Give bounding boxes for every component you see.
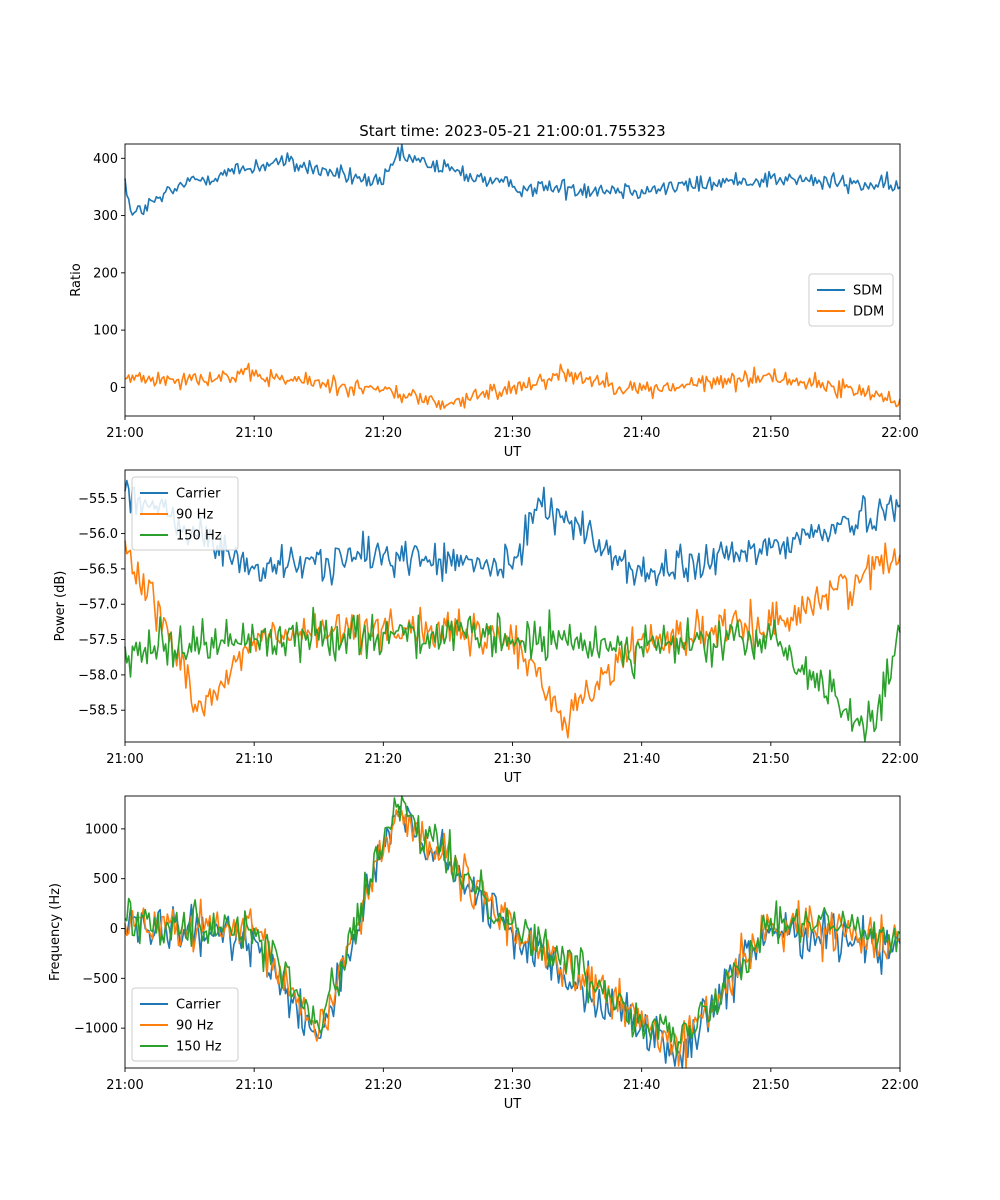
series-line-sdm	[124, 143, 901, 216]
legend: SDM DDM	[808, 273, 894, 327]
panel-3: 21:00 21:10 21:20 21:30 21:40 21:50 22:00 UT −10…	[48, 795, 919, 1112]
x-tick-label: 21:20	[365, 426, 402, 441]
x-axis-label: UT	[504, 771, 522, 786]
panel-1: 21:00 21:10 21:20 21:30 21:40 21:50 22:00 UT 0 10…	[69, 143, 919, 460]
y-tick-label: 1000	[85, 822, 118, 837]
y-tick-label: −58.0	[78, 668, 118, 683]
x-tick-label: 21:40	[623, 752, 660, 767]
legend-box	[131, 987, 239, 1062]
y-tick-label: 100	[93, 324, 118, 339]
x-tick-label: 21:00	[106, 426, 143, 441]
series-line-150-hz	[124, 795, 901, 1056]
legend-label: 150 Hz	[176, 529, 222, 544]
y-axis-label: Frequency (Hz)	[48, 883, 63, 981]
x-tick-label: 21:10	[235, 1078, 272, 1093]
y-tick-label: −55.5	[78, 492, 118, 507]
x-tick-label: 21:30	[494, 426, 531, 441]
x-tick-label: 21:50	[752, 752, 789, 767]
x-tick-label: 21:30	[494, 1078, 531, 1093]
x-axis-label: UT	[504, 1097, 522, 1112]
legend-label: Carrier	[176, 487, 221, 502]
legend-label: DDM	[853, 305, 884, 320]
y-tick-label: 300	[93, 209, 118, 224]
series-line-150-hz	[124, 606, 901, 743]
series-line-carrier	[124, 479, 901, 587]
y-tick-label: −56.5	[78, 562, 118, 577]
x-tick-label: 21:40	[623, 1078, 660, 1093]
x-tick-label: 21:20	[365, 1078, 402, 1093]
legend: Carrier 90 Hz 150 Hz	[131, 987, 239, 1062]
y-tick-label: −500	[82, 972, 118, 987]
y-tick-label: −1000	[74, 1022, 118, 1037]
legend-label: Carrier	[176, 998, 221, 1013]
legend: Carrier 90 Hz 150 Hz	[131, 476, 239, 551]
x-tick-label: 22:00	[881, 1078, 918, 1093]
y-axis-label: Power (dB)	[53, 571, 68, 642]
x-tick-label: 21:00	[106, 752, 143, 767]
x-tick-label: 21:40	[623, 426, 660, 441]
panels: 21:00 21:10 21:20 21:30 21:40 21:50 22:00 UT 0 10…	[48, 143, 919, 1112]
y-tick-label: 0	[110, 381, 118, 396]
y-axis-label: Ratio	[69, 263, 84, 296]
x-tick-label: 21:50	[752, 426, 789, 441]
x-tick-label: 21:10	[235, 426, 272, 441]
y-tick-label: 200	[93, 266, 118, 281]
y-tick-label: 500	[93, 872, 118, 887]
legend-label: 90 Hz	[176, 508, 213, 523]
x-axis-label: UT	[504, 445, 522, 460]
legend-label: 150 Hz	[176, 1040, 222, 1055]
y-tick-label: 400	[93, 152, 118, 167]
x-tick-label: 21:30	[494, 752, 531, 767]
y-tick-label: −56.0	[78, 527, 118, 542]
y-tick-label: 0	[110, 922, 118, 937]
series-line-ddm	[124, 362, 901, 411]
legend-label: 90 Hz	[176, 1019, 213, 1034]
x-tick-label: 21:50	[752, 1078, 789, 1093]
x-tick-label: 21:00	[106, 1078, 143, 1093]
x-tick-label: 22:00	[881, 752, 918, 767]
legend-label: SDM	[853, 284, 882, 299]
figure-title: Start time: 2023-05-21 21:00:01.755323	[359, 122, 665, 140]
x-tick-label: 21:10	[235, 752, 272, 767]
legend-box	[131, 476, 239, 551]
panel-2: 21:00 21:10 21:20 21:30 21:40 21:50 22:00 UT −58…	[53, 469, 919, 786]
y-tick-label: −57.0	[78, 598, 118, 613]
x-tick-label: 21:20	[365, 752, 402, 767]
y-tick-label: −57.5	[78, 633, 118, 648]
x-tick-label: 22:00	[881, 426, 918, 441]
y-tick-label: −58.5	[78, 704, 118, 719]
legend-box	[808, 273, 894, 327]
